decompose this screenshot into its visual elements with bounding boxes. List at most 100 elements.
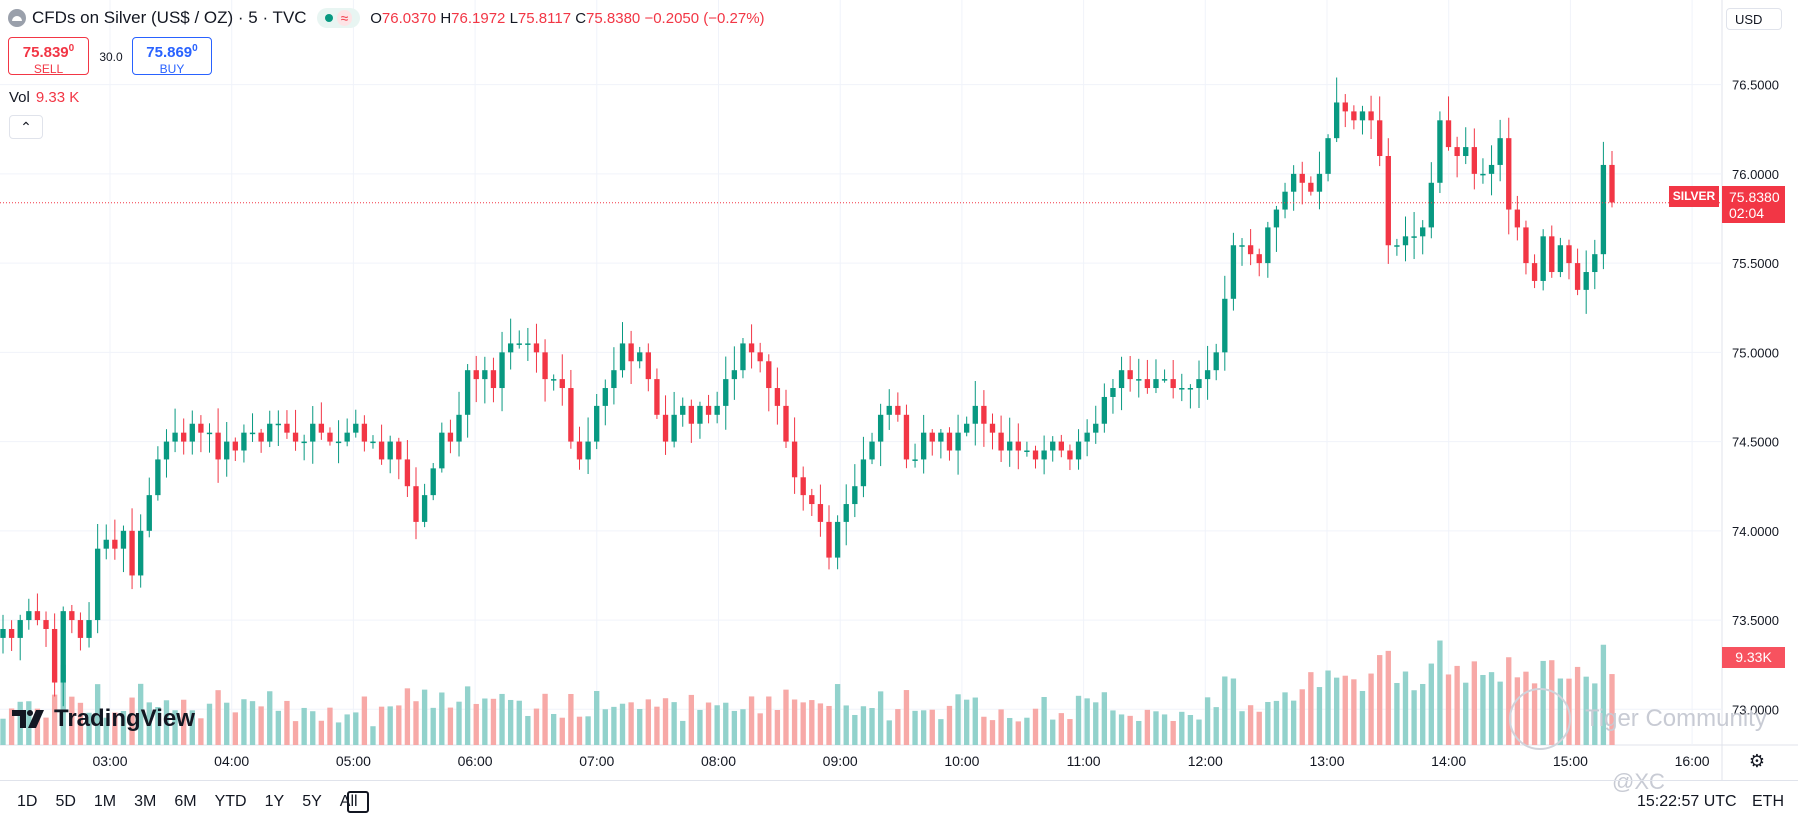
candle-body[interactable]	[1497, 138, 1503, 165]
range-button-3m[interactable]: 3M	[134, 793, 157, 810]
candle-body[interactable]	[378, 441, 385, 460]
candle-body[interactable]	[482, 370, 488, 380]
candle-body[interactable]	[396, 441, 402, 460]
candle-body[interactable]	[1540, 236, 1546, 281]
range-button-6m[interactable]: 6M	[174, 793, 197, 810]
buy-button[interactable]: 75.8690 BUY	[132, 37, 212, 76]
candle-body[interactable]	[1299, 173, 1305, 183]
candle-body[interactable]	[602, 388, 608, 406]
candle-body[interactable]	[1385, 156, 1391, 246]
range-button-5y[interactable]: 5Y	[302, 793, 322, 810]
session-toggle[interactable]: ETH	[1752, 793, 1784, 810]
candle-body[interactable]	[232, 441, 238, 451]
candle-body[interactable]	[1058, 441, 1064, 451]
candle-body[interactable]	[1342, 102, 1348, 112]
candle-body[interactable]	[1204, 370, 1211, 380]
candle-body[interactable]	[1110, 388, 1116, 397]
candle-body[interactable]	[662, 414, 669, 442]
candle-body[interactable]	[1557, 245, 1564, 273]
candle-body[interactable]	[335, 441, 342, 444]
candle-body[interactable]	[1531, 263, 1538, 281]
candle-body[interactable]	[877, 414, 884, 442]
candle-body[interactable]	[1566, 245, 1572, 264]
candle-body[interactable]	[310, 423, 316, 442]
candle-body[interactable]	[525, 343, 531, 345]
candle-body[interactable]	[920, 432, 927, 460]
candle-body[interactable]	[327, 432, 333, 442]
candle-body[interactable]	[413, 486, 419, 522]
candle-body[interactable]	[421, 495, 428, 522]
candle-body[interactable]	[1256, 254, 1262, 264]
candle-body[interactable]	[1290, 173, 1297, 192]
candle-body[interactable]	[559, 379, 565, 389]
candle-body[interactable]	[1549, 236, 1555, 273]
candle-body[interactable]	[1574, 263, 1581, 290]
candle-body[interactable]	[77, 620, 84, 638]
chevron-up-icon[interactable]: ⌃	[9, 115, 43, 139]
symbol-title[interactable]: CFDs on Silver (US$ / OZ) · 5 · TVC	[32, 8, 307, 27]
candle-body[interactable]	[1583, 272, 1589, 290]
candle-body[interactable]	[903, 414, 910, 460]
candle-body[interactable]	[680, 405, 686, 415]
candle-body[interactable]	[206, 432, 213, 435]
candle-body[interactable]	[456, 414, 462, 442]
candle-body[interactable]	[43, 620, 49, 629]
candle-body[interactable]	[0, 628, 6, 638]
candle-body[interactable]	[1523, 227, 1529, 264]
calendar-goto-icon[interactable]	[347, 791, 369, 813]
candle-body[interactable]	[705, 405, 712, 415]
candle-body[interactable]	[826, 521, 832, 558]
candle-body[interactable]	[757, 352, 763, 362]
candle-body[interactable]	[224, 441, 230, 460]
candle-body[interactable]	[748, 343, 755, 353]
candle-body[interactable]	[490, 370, 497, 389]
candle-body[interactable]	[654, 379, 660, 415]
candle-body[interactable]	[275, 423, 282, 426]
candle-body[interactable]	[998, 432, 1004, 451]
candle-body[interactable]	[361, 423, 368, 442]
candle-body[interactable]	[1609, 164, 1615, 203]
price-chart[interactable]: 76.5000 76.0000 75.5000 75.0000 74.5000 74.00…	[0, 0, 1798, 780]
range-button-5d[interactable]: 5D	[55, 793, 76, 810]
candle-body[interactable]	[94, 548, 101, 621]
candle-body[interactable]	[1308, 182, 1314, 192]
candle-body[interactable]	[241, 432, 247, 451]
candle-body[interactable]	[568, 388, 574, 442]
candle-body[interactable]	[370, 441, 376, 444]
candle-body[interactable]	[1136, 379, 1142, 381]
candle-body[interactable]	[284, 423, 290, 433]
candle-body[interactable]	[8, 628, 15, 638]
candle-body[interactable]	[964, 423, 970, 433]
candle-body[interactable]	[86, 620, 92, 638]
candle-body[interactable]	[542, 352, 548, 380]
candle-body[interactable]	[791, 441, 798, 478]
candle-body[interactable]	[817, 504, 824, 522]
candle-body[interactable]	[1368, 111, 1374, 121]
candle-body[interactable]	[1351, 111, 1357, 121]
candle-body[interactable]	[1282, 191, 1288, 210]
candle-body[interactable]	[1007, 441, 1013, 451]
candle-body[interactable]	[1093, 423, 1099, 433]
candle-body[interactable]	[1445, 120, 1452, 148]
candle-body[interactable]	[1325, 138, 1331, 174]
candle-body[interactable]	[637, 352, 643, 362]
candle-body[interactable]	[1050, 441, 1056, 451]
candle-body[interactable]	[852, 486, 858, 505]
candle-body[interactable]	[585, 441, 591, 460]
candle-body[interactable]	[1024, 450, 1030, 453]
candle-body[interactable]	[1084, 432, 1090, 442]
candle-body[interactable]	[439, 432, 445, 469]
range-button-1y[interactable]: 1Y	[264, 793, 285, 810]
candle-body[interactable]	[1196, 379, 1202, 389]
volume-legend[interactable]: Vol 9.33 K	[9, 89, 80, 106]
candle-body[interactable]	[860, 459, 867, 487]
candle-body[interactable]	[955, 432, 961, 451]
utc-clock[interactable]: 15:22:57 UTC	[1637, 793, 1737, 810]
candle-body[interactable]	[430, 468, 436, 496]
candle-body[interactable]	[766, 361, 772, 389]
candle-body[interactable]	[628, 343, 634, 362]
candle-body[interactable]	[1428, 182, 1434, 228]
candle-body[interactable]	[800, 477, 806, 496]
candle-body[interactable]	[1437, 120, 1443, 183]
candle-body[interactable]	[258, 432, 264, 442]
